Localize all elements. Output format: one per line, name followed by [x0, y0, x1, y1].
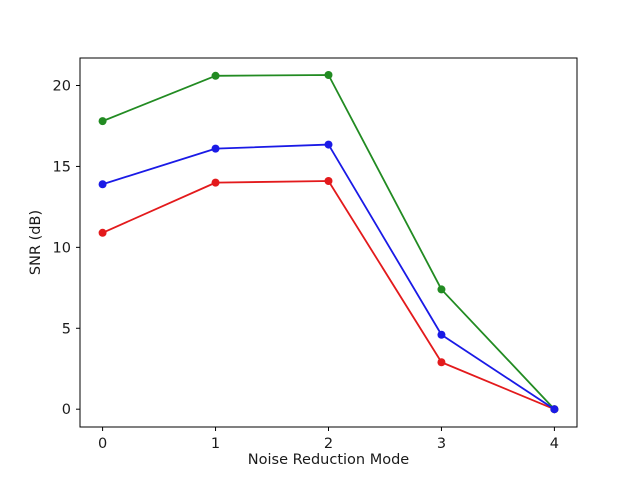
x-axis-label: Noise Reduction Mode [248, 452, 410, 468]
red-marker [211, 178, 220, 187]
green-line [101, 74, 556, 411]
series-green [98, 70, 559, 414]
y-tick-label: 15 [53, 159, 71, 175]
red-marker [324, 177, 333, 185]
red-line [101, 180, 556, 411]
blue-marker [98, 180, 107, 189]
x-tick-label: 3 [437, 436, 446, 452]
data-series-layer [98, 70, 559, 414]
green-marker [211, 71, 220, 80]
green-marker [437, 285, 446, 294]
y-tick-label: 0 [62, 402, 71, 418]
blue-marker [211, 144, 220, 153]
plot-area-border [79, 57, 578, 428]
y-axis-label: SNR (dB) [28, 210, 44, 275]
x-tick-label: 0 [98, 436, 107, 452]
y-tick-label: 10 [53, 240, 71, 256]
axis-ticks: 0 1 2 3 4 0 5 10 15 20 [53, 79, 559, 452]
red-marker [98, 228, 107, 237]
green-marker [98, 117, 107, 126]
series-red [98, 177, 559, 414]
blue-marker [324, 140, 333, 149]
red-marker [437, 358, 446, 367]
blue-marker [550, 405, 559, 414]
x-tick-label: 2 [324, 436, 333, 452]
x-tick-label: 1 [211, 436, 220, 452]
blue-marker [437, 330, 446, 339]
y-tick-label: 5 [62, 321, 71, 337]
series-blue [98, 140, 559, 414]
green-marker [324, 70, 333, 79]
y-tick-label: 20 [53, 79, 71, 95]
x-tick-label: 4 [550, 436, 559, 452]
